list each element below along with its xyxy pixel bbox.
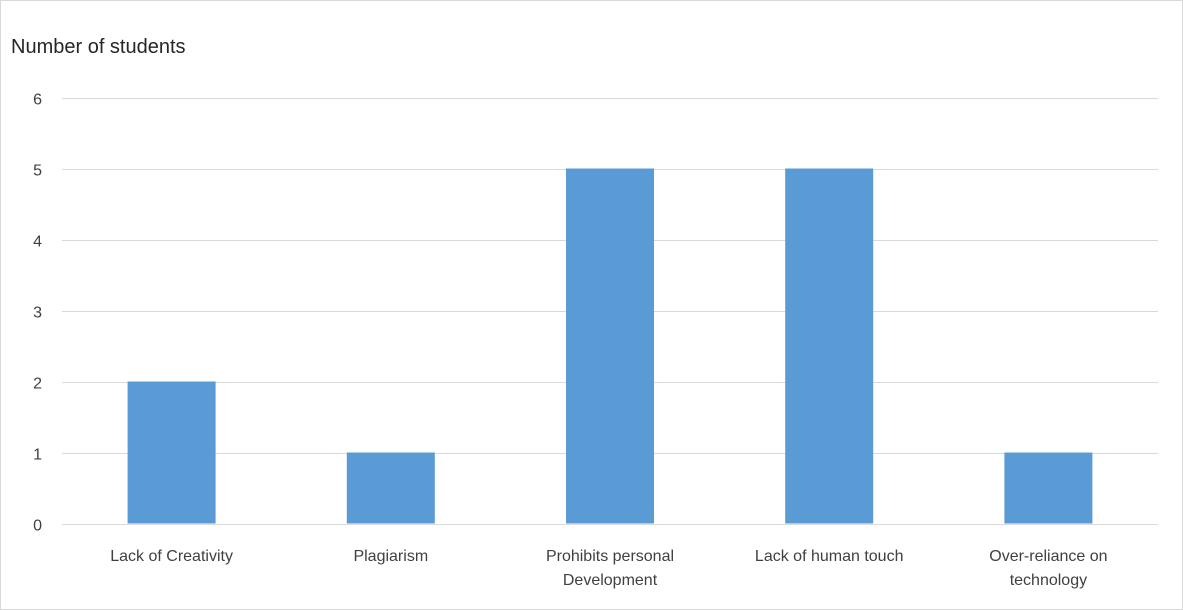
y-tick-label-3: 3 [33,305,42,322]
x-category-label-5: Over-reliance on technology [989,548,1107,589]
x-category-label-2: Plagiarism [353,548,428,565]
y-tick-label-0: 0 [33,518,42,535]
y-tick-label-4: 4 [33,234,42,251]
y-tick-label-2: 2 [33,376,42,393]
bar-3 [566,168,654,524]
x-category-label-3: Prohibits personal Development [546,548,674,589]
bar-5 [1004,452,1093,524]
x-axis-category-labels: Lack of Creativity Plagiarism Prohibits pe… [110,548,1107,589]
x-category-label-4: Lack of human touch [755,548,904,565]
y-tick-label-6: 6 [33,92,42,109]
bar-1 [127,381,216,524]
y-tick-label-1: 1 [33,447,42,464]
y-tick-label-5: 5 [33,163,42,180]
y-axis-title: Number of students [11,36,186,58]
bars [127,168,1093,524]
x-category-label-1: Lack of Creativity [110,548,233,565]
bar-2 [346,452,435,524]
bar-4 [785,168,874,524]
y-axis-tick-labels: 0 1 2 3 4 5 6 [33,92,42,535]
